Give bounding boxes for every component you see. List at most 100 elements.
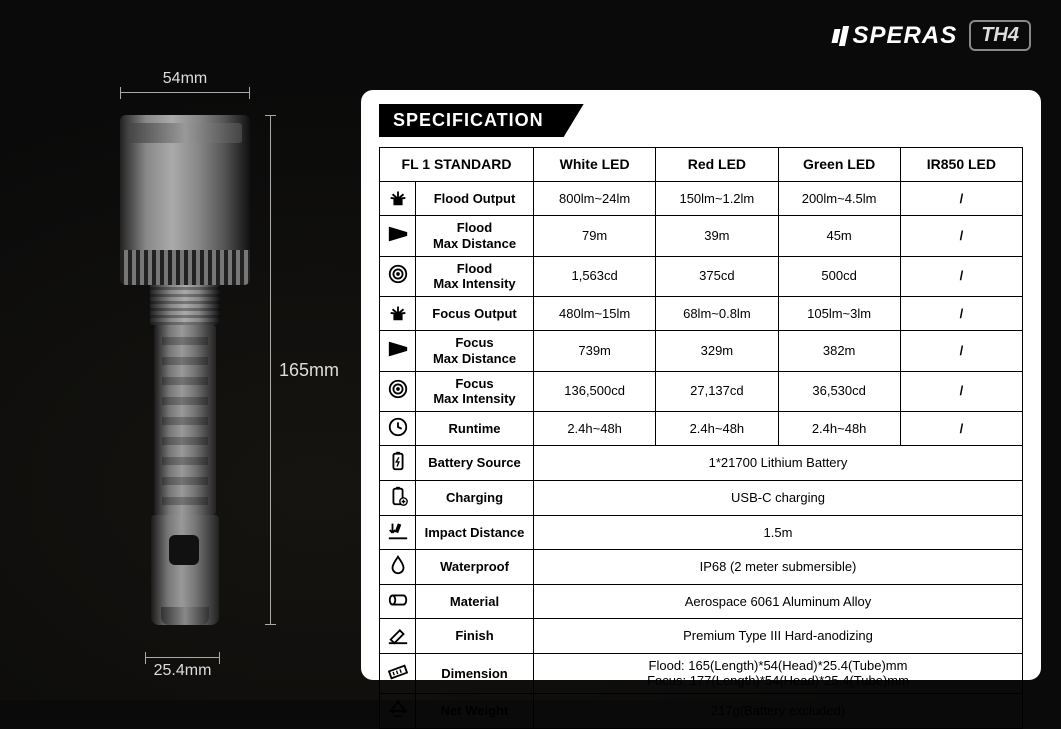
cell-ir: / [900, 411, 1022, 446]
header-standard: FL 1 STANDARD [380, 148, 534, 182]
table-row: FloodMax Distance 79m 39m 45m / [380, 216, 1023, 256]
header-green: Green LED [778, 148, 900, 182]
table-row: Runtime 2.4h~48h 2.4h~48h 2.4h~48h / [380, 411, 1023, 446]
dimension-length: 165mm [270, 115, 340, 625]
cell-white: 800lm~24lm [534, 181, 656, 216]
cell-ir: / [900, 371, 1022, 411]
cell-value: Aerospace 6061 Aluminum Alloy [534, 584, 1023, 619]
cell-white: 1,563cd [534, 256, 656, 296]
battery-icon [380, 446, 416, 481]
cell-green: 382m [778, 331, 900, 371]
header-white: White LED [534, 148, 656, 182]
cell-green: 2.4h~48h [778, 411, 900, 446]
cell-value: 1*21700 Lithium Battery [534, 446, 1023, 481]
cell-red: 329m [656, 331, 778, 371]
table-row: Charging USB-C charging [380, 480, 1023, 515]
cell-red: 375cd [656, 256, 778, 296]
header: SPERAS TH4 [833, 20, 1032, 51]
material-icon [380, 584, 416, 619]
row-label: FloodMax Intensity [416, 256, 534, 296]
brand-logo: SPERAS [833, 22, 958, 50]
row-label: Focus Output [416, 296, 534, 331]
weight-icon [380, 694, 416, 729]
header-red: Red LED [656, 148, 778, 182]
cell-white: 136,500cd [534, 371, 656, 411]
cell-green: 200lm~4.5lm [778, 181, 900, 216]
row-label: Charging [416, 480, 534, 515]
spec-panel: SPECIFICATION FL 1 STANDARD White LED Re… [361, 90, 1041, 680]
intensity-icon [380, 256, 416, 296]
dim-tube-label: 25.4mm [145, 662, 220, 680]
cell-value: 217g(Battery excluded) [534, 694, 1023, 729]
waterproof-icon [380, 550, 416, 585]
charging-icon [380, 480, 416, 515]
table-row: Focus Output 480lm~15lm 68lm~0.8lm 105lm… [380, 296, 1023, 331]
row-label: Battery Source [416, 446, 534, 481]
cell-value: Premium Type III Hard-anodizing [534, 619, 1023, 654]
cell-red: 27,137cd [656, 371, 778, 411]
distance-icon [380, 331, 416, 371]
table-row: FloodMax Intensity 1,563cd 375cd 500cd / [380, 256, 1023, 296]
brand-icon [833, 26, 847, 46]
spec-table: FL 1 STANDARD White LED Red LED Green LE… [379, 147, 1023, 729]
cell-white: 739m [534, 331, 656, 371]
row-label: Impact Distance [416, 515, 534, 550]
flashlight-image [120, 115, 250, 625]
row-label: Waterproof [416, 550, 534, 585]
cell-green: 500cd [778, 256, 900, 296]
cell-red: 68lm~0.8lm [656, 296, 778, 331]
row-label: FloodMax Distance [416, 216, 534, 256]
flood-output-icon [380, 181, 416, 216]
table-row: Battery Source 1*21700 Lithium Battery [380, 446, 1023, 481]
row-label: FocusMax Intensity [416, 371, 534, 411]
table-row: Waterproof IP68 (2 meter submersible) [380, 550, 1023, 585]
dim-length-label: 165mm [279, 360, 339, 381]
cell-green: 45m [778, 216, 900, 256]
cell-white: 480lm~15lm [534, 296, 656, 331]
table-row: Impact Distance 1.5m [380, 515, 1023, 550]
cell-ir: / [900, 296, 1022, 331]
table-row: Net Weight 217g(Battery excluded) [380, 694, 1023, 729]
cell-green: 36,530cd [778, 371, 900, 411]
product-diagram: 54mm 165mm 25.4mm [50, 60, 330, 680]
cell-red: 39m [656, 216, 778, 256]
table-row: Dimension Flood: 165(Length)*54(Head)*25… [380, 653, 1023, 693]
spec-title: SPECIFICATION [379, 104, 584, 137]
flood-output-icon [380, 296, 416, 331]
cell-ir: / [900, 216, 1022, 256]
table-row: FocusMax Distance 739m 329m 382m / [380, 331, 1023, 371]
table-row: Material Aerospace 6061 Aluminum Alloy [380, 584, 1023, 619]
brand-text: SPERAS [853, 22, 958, 50]
row-label: Flood Output [416, 181, 534, 216]
row-label: Runtime [416, 411, 534, 446]
row-label: Finish [416, 619, 534, 654]
cell-ir: / [900, 181, 1022, 216]
dimension-icon [380, 653, 416, 693]
row-label: Dimension [416, 653, 534, 693]
cell-value: Flood: 165(Length)*54(Head)*25.4(Tube)mm… [534, 653, 1023, 693]
table-header-row: FL 1 STANDARD White LED Red LED Green LE… [380, 148, 1023, 182]
distance-icon [380, 216, 416, 256]
impact-icon [380, 515, 416, 550]
dim-head-label: 54mm [120, 70, 250, 88]
cell-red: 150lm~1.2lm [656, 181, 778, 216]
table-row: Finish Premium Type III Hard-anodizing [380, 619, 1023, 654]
finish-icon [380, 619, 416, 654]
header-ir: IR850 LED [900, 148, 1022, 182]
cell-value: 1.5m [534, 515, 1023, 550]
row-label: Net Weight [416, 694, 534, 729]
row-label: FocusMax Distance [416, 331, 534, 371]
model-badge: TH4 [969, 20, 1031, 51]
cell-white: 2.4h~48h [534, 411, 656, 446]
cell-ir: / [900, 331, 1022, 371]
cell-value: IP68 (2 meter submersible) [534, 550, 1023, 585]
row-label: Material [416, 584, 534, 619]
table-row: FocusMax Intensity 136,500cd 27,137cd 36… [380, 371, 1023, 411]
cell-red: 2.4h~48h [656, 411, 778, 446]
cell-value: USB-C charging [534, 480, 1023, 515]
intensity-icon [380, 371, 416, 411]
cell-ir: / [900, 256, 1022, 296]
table-row: Flood Output 800lm~24lm 150lm~1.2lm 200l… [380, 181, 1023, 216]
dimension-head-width: 54mm [120, 70, 250, 93]
dimension-tube-width: 25.4mm [145, 657, 220, 680]
